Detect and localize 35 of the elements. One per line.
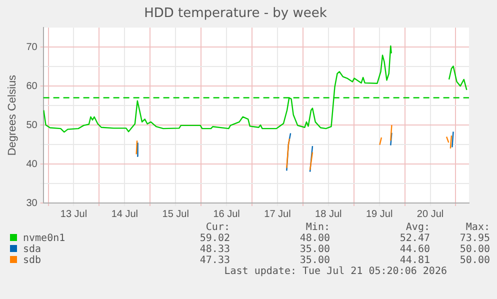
y-axis-title: Degrees Celsius	[6, 74, 19, 156]
chart-title: HDD temperature - by week	[144, 6, 328, 22]
text: 50.00	[458, 244, 490, 255]
text: 47.33	[198, 255, 230, 266]
text: 59.02	[198, 233, 230, 244]
text: 52.47	[398, 233, 430, 244]
y-tick-label: 60	[26, 80, 38, 92]
x-tick-label: 20 Jul	[416, 208, 444, 220]
text: Cur:	[204, 222, 230, 233]
legend-label: nvme0n1	[22, 233, 66, 244]
legend-label: sda	[22, 244, 42, 255]
legend-label: sdb	[22, 255, 42, 266]
y-tick-label: 30	[26, 198, 38, 209]
y-tick-label: 50	[26, 120, 38, 131]
x-tick-label: 19 Jul	[366, 208, 393, 220]
text: 44.81	[398, 255, 430, 266]
x-tick-label: 17 Jul	[264, 208, 291, 220]
text: Max:	[464, 222, 490, 233]
text: Last update: Tue Jul 21 05:20:06 2026	[223, 266, 448, 277]
text: 44.60	[398, 244, 430, 255]
x-tick-label: 18 Jul	[315, 208, 342, 220]
text: Min:	[304, 222, 330, 233]
x-tick-label: 13 Jul	[60, 208, 88, 220]
text: 73.95	[458, 233, 490, 244]
y-tick-label: 40	[26, 158, 38, 170]
text: 48.00	[298, 233, 330, 244]
y-tick-label: 70	[26, 42, 38, 53]
text: Avg:	[404, 222, 430, 233]
x-tick-label: 14 Jul	[111, 208, 138, 220]
text: 48.33	[198, 244, 230, 255]
x-tick-label: 15 Jul	[162, 208, 189, 220]
x-tick-label: 16 Jul	[213, 208, 240, 220]
text: 35.00	[298, 255, 330, 266]
text: 50.00	[458, 255, 490, 266]
text: 35.00	[298, 244, 330, 255]
